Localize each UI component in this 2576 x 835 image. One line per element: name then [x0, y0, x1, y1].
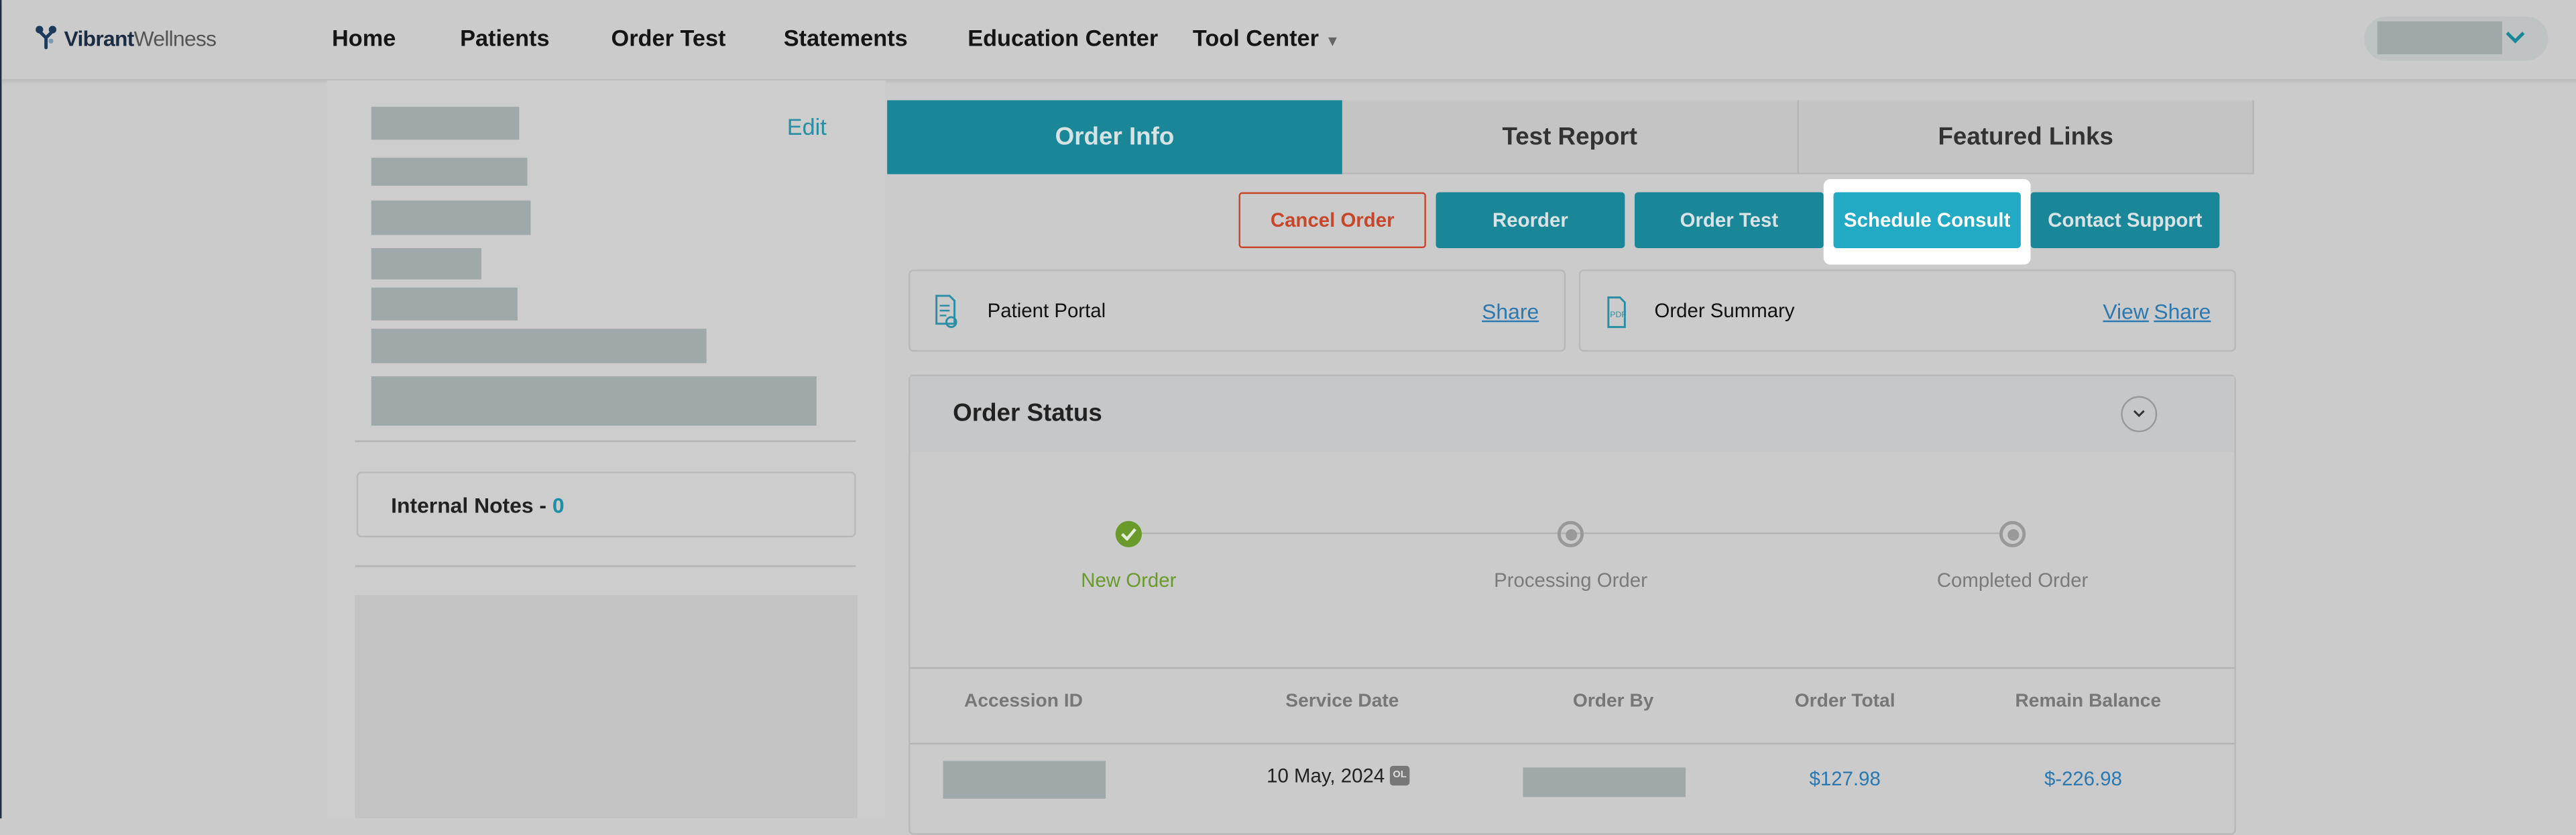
chevron-down-icon — [2506, 32, 2525, 44]
step-new-order: New Order — [1081, 568, 1177, 592]
order-summary-card: PDF Order Summary View Share — [1578, 269, 2236, 352]
vibrant-wellness-logo[interactable]: VibrantWellness — [34, 25, 217, 51]
patient-info-redacted — [371, 158, 528, 186]
collapse-chevron-button[interactable] — [2121, 396, 2158, 433]
internal-notes-text: Internal Notes - — [391, 493, 552, 518]
document-link-icon — [935, 294, 957, 329]
tab-featured-links[interactable]: Featured Links — [1799, 100, 2254, 174]
patient-info-redacted — [371, 247, 481, 280]
schedule-consult-button[interactable]: Schedule Consult — [1833, 192, 2021, 248]
step-processing-order: Processing Order — [1494, 568, 1647, 592]
patient-info-redacted — [371, 376, 817, 426]
divider — [355, 565, 856, 567]
nav-tool-center-label: Tool Center — [1192, 24, 1319, 51]
patient-info-redacted — [371, 107, 520, 140]
chevron-down-icon: ▼ — [1325, 33, 1340, 50]
column-header-order-total: Order Total — [1794, 691, 1895, 712]
internal-notes-count: 0 — [552, 493, 565, 518]
order-status-header — [910, 376, 2235, 452]
nav-home[interactable]: Home — [331, 24, 396, 51]
service-date-cell: 10 May, 2024 OL — [1267, 764, 1410, 787]
internal-notes-box[interactable]: Internal Notes - 0 — [356, 471, 856, 538]
table-header-divider — [910, 667, 2235, 669]
order-status-title: Order Status — [953, 399, 1102, 428]
patient-info-redacted — [371, 329, 707, 364]
step-pending-icon — [1999, 520, 2026, 547]
internal-notes-label: Internal Notes - 0 — [391, 493, 564, 518]
order-summary-label: Order Summary — [1654, 298, 1795, 323]
tab-test-report[interactable]: Test Report — [1342, 100, 1800, 174]
service-date: 10 May, 2024 — [1267, 764, 1385, 787]
step-complete-check-icon — [1115, 520, 1142, 547]
ol-badge: OL — [1389, 765, 1410, 786]
order-summary-view-link[interactable]: View — [2103, 298, 2149, 324]
patient-info-redacted — [371, 200, 531, 235]
nav-statements[interactable]: Statements — [783, 24, 908, 51]
order-test-button[interactable]: Order Test — [1635, 192, 1824, 248]
patient-portal-card: Patient Portal Share — [909, 269, 1566, 352]
divider — [355, 440, 856, 443]
nav-patients[interactable]: Patients — [460, 24, 550, 51]
edit-link[interactable]: Edit — [786, 113, 827, 140]
contact-support-button[interactable]: Contact Support — [2030, 192, 2220, 248]
logo-text-light: Wellness — [133, 25, 217, 50]
user-name-redacted — [2377, 21, 2502, 54]
table-row-divider — [910, 742, 2235, 744]
patient-portal-label: Patient Portal — [987, 298, 1106, 323]
order-total-link[interactable]: $127.98 — [1809, 767, 1881, 791]
user-menu[interactable] — [2363, 16, 2549, 61]
column-header-accession-id: Accession ID — [964, 691, 1084, 712]
top-navbar — [1, 0, 2576, 81]
nav-tool-center[interactable]: Tool Center ▼ — [1193, 25, 1340, 51]
patient-portal-share-link[interactable]: Share — [1482, 298, 1539, 324]
column-header-service-date: Service Date — [1285, 691, 1399, 712]
step-completed-order: Completed Order — [1936, 568, 2089, 592]
accession-id-redacted[interactable] — [943, 761, 1106, 799]
step-pending-icon — [1557, 520, 1584, 547]
cancel-order-button[interactable]: Cancel Order — [1238, 192, 1426, 248]
column-header-order-by: Order By — [1572, 691, 1654, 712]
order-status-panel: Order Status — [909, 374, 2236, 835]
pdf-file-icon: PDF — [1607, 296, 1627, 329]
svg-text:PDF: PDF — [1610, 310, 1627, 319]
logo-text-bold: Vibrant — [64, 25, 135, 50]
nav-education-center[interactable]: Education Center — [968, 24, 1159, 51]
patient-info-redacted — [371, 287, 518, 321]
chevron-down-icon — [2133, 410, 2145, 418]
reorder-button[interactable]: Reorder — [1436, 192, 1625, 248]
order-summary-share-link[interactable]: Share — [2154, 298, 2211, 324]
order-by-redacted — [1523, 767, 1686, 797]
nav-order-test[interactable]: Order Test — [611, 24, 726, 51]
logo-icon — [36, 25, 57, 50]
panel-placeholder-block — [355, 595, 858, 819]
tab-order-info[interactable]: Order Info — [887, 100, 1342, 174]
column-header-remain-balance: Remain Balance — [2015, 691, 2162, 712]
remain-balance-link[interactable]: $-226.98 — [2044, 767, 2123, 791]
